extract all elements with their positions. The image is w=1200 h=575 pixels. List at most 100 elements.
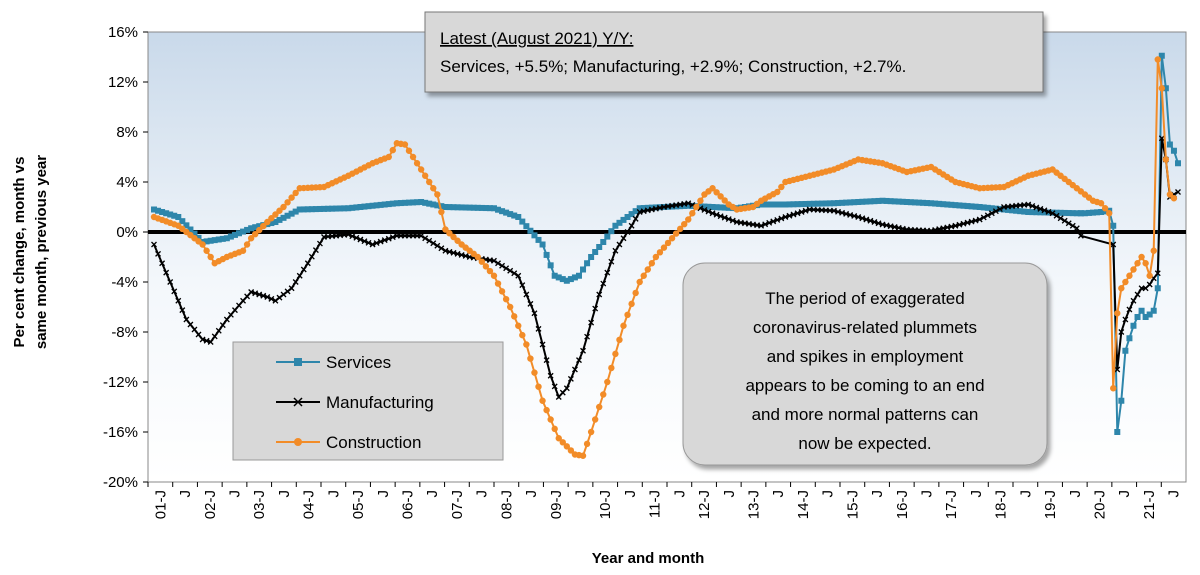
data-point <box>531 232 538 239</box>
data-point <box>1005 206 1012 213</box>
callout-latest-body: Services, +5.5%; Manufacturing, +2.9%; C… <box>440 57 906 76</box>
data-point <box>632 208 639 215</box>
data-point <box>503 265 510 272</box>
data-point <box>709 204 716 210</box>
data-point <box>393 200 400 207</box>
data-point <box>511 313 518 320</box>
x-tick-label: J <box>424 490 441 498</box>
data-point <box>151 206 157 213</box>
data-point <box>1162 156 1170 163</box>
x-tick-label: J <box>968 490 985 498</box>
data-point <box>171 288 178 295</box>
x-tick-label: J <box>1166 490 1183 498</box>
data-point <box>911 199 918 206</box>
data-point <box>559 276 566 283</box>
data-point <box>794 201 801 208</box>
data-point <box>717 204 724 211</box>
data-point <box>567 375 574 382</box>
data-point <box>167 211 174 218</box>
data-point <box>725 204 732 211</box>
data-point <box>235 230 242 237</box>
data-point <box>312 247 319 254</box>
data-point <box>280 291 287 298</box>
data-point <box>563 443 571 450</box>
data-point <box>442 204 449 210</box>
series-construction <box>150 56 1178 459</box>
data-point <box>1158 85 1166 92</box>
data-point <box>515 214 522 220</box>
x-tick-label: J <box>227 490 244 498</box>
data-point <box>1150 247 1157 254</box>
data-point <box>442 247 449 254</box>
data-point <box>215 236 222 243</box>
data-point <box>648 204 655 211</box>
data-point <box>219 322 226 329</box>
data-point <box>478 258 486 265</box>
data-point <box>155 250 162 257</box>
data-point <box>446 230 453 237</box>
data-point <box>486 205 493 212</box>
data-point <box>1134 291 1141 298</box>
x-tick-label: 07-J <box>449 490 466 519</box>
data-point <box>252 224 259 231</box>
data-point <box>1077 210 1084 217</box>
data-point <box>385 235 392 242</box>
data-point <box>417 166 425 173</box>
data-point <box>284 212 291 219</box>
data-point <box>308 253 315 260</box>
data-point <box>770 218 777 225</box>
data-point <box>697 197 704 204</box>
x-tick-label: 03-J <box>251 490 268 519</box>
data-point <box>620 322 627 329</box>
x-tick-label: J <box>1116 490 1133 498</box>
data-point <box>1017 208 1024 215</box>
data-point <box>579 452 587 459</box>
data-point <box>535 236 542 243</box>
data-point <box>826 200 833 207</box>
data-point <box>231 307 238 314</box>
data-point <box>276 207 283 214</box>
data-point <box>1029 209 1036 216</box>
data-point <box>580 347 586 354</box>
data-point <box>539 241 546 248</box>
y-tick-label: 0% <box>116 224 138 241</box>
data-point <box>786 201 793 208</box>
data-point <box>438 208 445 216</box>
data-point <box>835 208 841 215</box>
data-point <box>867 198 874 205</box>
data-point <box>956 202 963 209</box>
data-point <box>365 239 372 246</box>
data-point <box>1118 285 1125 292</box>
data-point <box>571 274 578 281</box>
data-point <box>636 278 643 286</box>
data-point <box>758 222 765 229</box>
data-point <box>818 200 825 207</box>
data-point <box>195 234 202 241</box>
data-point <box>183 222 190 229</box>
data-point <box>1013 207 1020 214</box>
data-point <box>491 257 497 264</box>
data-point <box>758 201 765 208</box>
data-point <box>527 300 534 307</box>
data-point <box>353 234 360 241</box>
data-point <box>806 200 813 207</box>
data-point <box>478 204 485 211</box>
data-point <box>535 383 542 390</box>
data-point <box>430 201 437 208</box>
data-point <box>1057 209 1064 216</box>
x-tick-label: J <box>276 490 293 498</box>
data-point <box>875 197 882 204</box>
y-axis-title-line-1: Per cent change, month vs <box>11 157 28 348</box>
data-point <box>1166 191 1174 198</box>
data-point <box>802 207 809 214</box>
x-tick-label: J <box>721 490 738 498</box>
data-point <box>418 232 425 239</box>
legend-marker <box>294 358 302 366</box>
data-point <box>644 266 651 273</box>
data-point <box>179 307 186 314</box>
data-point <box>523 223 530 230</box>
data-point <box>248 289 255 295</box>
data-point <box>1130 297 1137 304</box>
data-point <box>365 203 372 210</box>
